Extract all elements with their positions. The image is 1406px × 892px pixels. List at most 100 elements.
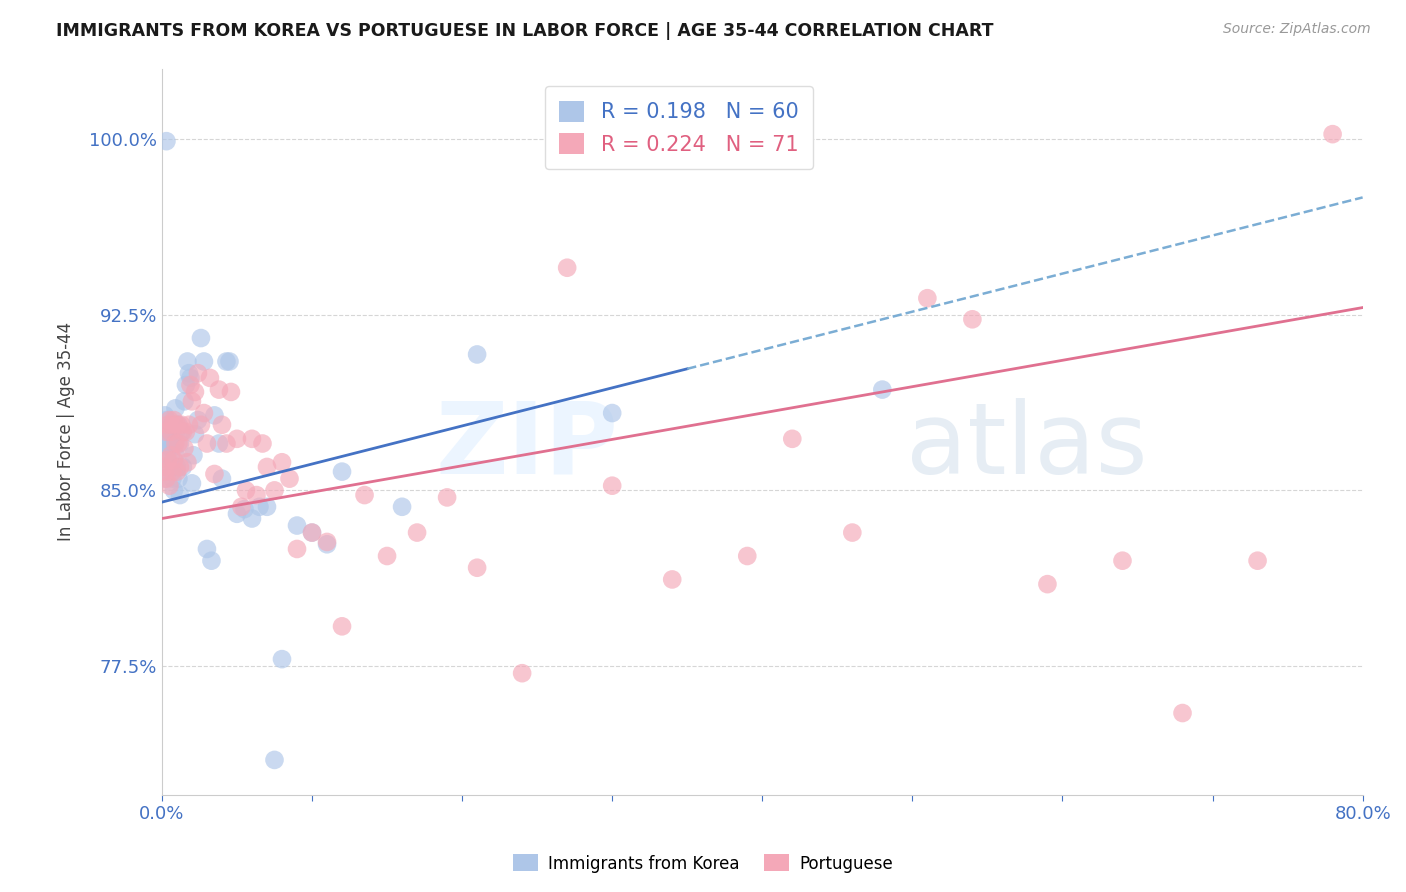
Point [156,453,179,467]
Point [170,425,193,439]
Point [152,436,174,450]
Point [436,491,458,505]
Point [176,455,198,469]
Point [165,448,187,462]
Point [174,378,197,392]
Point [285,518,308,533]
Point [184,427,207,442]
Legend: R = 0.198   N = 60, R = 0.224   N = 71: R = 0.198 N = 60, R = 0.224 N = 71 [544,87,813,169]
Point [173,441,195,455]
Point [153,465,176,479]
Point [661,573,683,587]
Point [256,459,278,474]
Point [600,406,623,420]
Point [190,417,212,432]
Point [249,500,271,514]
Point [1322,127,1344,141]
Point [160,425,183,439]
Point [215,354,238,368]
Point [208,436,231,450]
Point [170,417,193,432]
Point [1246,554,1268,568]
Point [159,432,181,446]
Point [278,472,301,486]
Point [231,500,253,514]
Point [271,455,294,469]
Point [465,347,488,361]
Point [962,312,984,326]
Point [200,554,222,568]
Point [163,413,186,427]
Point [187,413,209,427]
Point [215,436,238,450]
Point [240,511,263,525]
Point [219,384,242,399]
Point [160,441,183,455]
Point [177,417,200,432]
Point [1111,554,1133,568]
Point [156,417,179,432]
Point [555,260,578,275]
Point [330,465,353,479]
Point [172,425,194,439]
Point [782,432,804,446]
Point [159,479,181,493]
Point [198,371,221,385]
Point [285,541,308,556]
Point [166,417,188,432]
Point [252,436,274,450]
Point [152,459,174,474]
Point [179,371,201,385]
Point [163,453,186,467]
Point [179,378,201,392]
Point [153,472,176,486]
Point [183,448,205,462]
Point [163,483,186,498]
Point [193,354,215,368]
Point [166,459,188,474]
Point [208,383,231,397]
Point [155,425,177,439]
Point [184,384,207,399]
Point [316,535,339,549]
Point [177,366,200,380]
Point [163,436,186,450]
Point [162,417,184,432]
Text: atlas: atlas [907,398,1147,495]
Point [160,425,183,439]
Point [195,436,218,450]
Point [181,476,204,491]
Point [263,483,285,498]
Point [301,525,323,540]
Point [271,652,294,666]
Text: Source: ZipAtlas.com: Source: ZipAtlas.com [1223,22,1371,37]
Text: IMMIGRANTS FROM KOREA VS PORTUGUESE IN LABOR FORCE | AGE 35-44 CORRELATION CHART: IMMIGRANTS FROM KOREA VS PORTUGUESE IN L… [56,22,994,40]
Point [465,560,488,574]
Point [166,465,188,479]
Point [155,413,177,427]
Point [162,417,184,432]
Point [176,354,198,368]
Point [162,465,184,479]
Point [406,525,429,540]
Point [204,467,226,481]
Point [240,432,263,446]
Point [226,507,249,521]
Point [174,425,197,439]
Point [181,394,204,409]
Point [169,459,191,474]
Point [204,409,226,423]
Point [375,549,398,563]
Point [162,472,184,486]
Point [211,417,233,432]
Point [391,500,413,514]
Point [510,666,533,681]
Point [172,459,194,474]
Point [169,436,191,450]
Point [1036,577,1059,591]
Point [872,383,894,397]
Point [169,488,191,502]
Point [190,331,212,345]
Point [841,525,863,540]
Point [159,459,181,474]
